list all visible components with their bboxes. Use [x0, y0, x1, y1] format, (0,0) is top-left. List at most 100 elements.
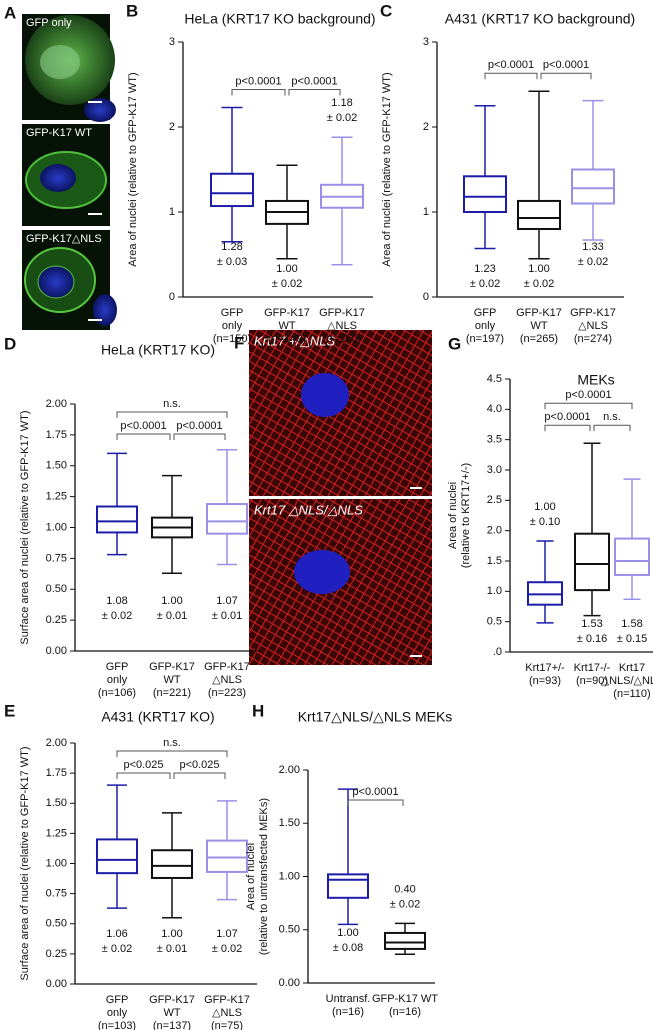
x-tick-label: Krt17+/- — [525, 662, 565, 674]
x-tick-label: △NLS — [212, 674, 242, 686]
chart-title: A431 (KRT17 KO background) — [445, 11, 635, 27]
y-axis-label: Area of nuclei (relative to GFP-K17 WT) — [127, 72, 139, 266]
significance-label: p<0.0001 — [543, 59, 589, 71]
mean-label: 0.40 — [394, 883, 415, 895]
significance-bracket — [116, 411, 228, 418]
y-axis-label: (relative to untransfected MEKs) — [258, 798, 270, 955]
mean-label: 1.07 — [216, 595, 237, 607]
y-axis-label: Area of nuclei — [447, 482, 459, 549]
mean-label: 1.00 — [337, 927, 358, 939]
box — [96, 505, 138, 534]
significance-label: p<0.0001 — [120, 420, 166, 432]
y-tick-label: 1.00 — [46, 857, 67, 869]
y-tick-label: 1.50 — [279, 817, 300, 829]
n-label: (n=16) — [332, 1006, 364, 1018]
x-tick-label: WT — [163, 674, 180, 686]
x-tick-label: GFP-K17 — [570, 307, 616, 319]
n-label: (n=110) — [613, 688, 650, 700]
y-tick-label: 0.75 — [46, 552, 67, 564]
y-tick-label: 0.5 — [487, 616, 502, 628]
image-label: Krt17 △NLS/△NLS — [254, 502, 363, 517]
x-tick-label: WT — [163, 1007, 180, 1019]
y-tick-label: 2.00 — [279, 764, 300, 776]
y-tick-label: 3.5 — [487, 434, 502, 446]
n-label: (n=223) — [208, 687, 246, 699]
panel-letter: G — [448, 334, 461, 353]
x-tick-label: △NLS/△NLS — [601, 675, 653, 687]
mean-label: 1.06 — [106, 928, 127, 940]
y-tick-label: 2.5 — [487, 494, 502, 506]
box — [96, 838, 138, 875]
y-tick-label: 0.50 — [46, 583, 67, 595]
box — [206, 839, 248, 873]
significance-label: p<0.0001 — [352, 786, 398, 798]
n-label: (n=197) — [466, 333, 504, 345]
box — [571, 168, 615, 205]
n-label: (n=106) — [98, 687, 136, 699]
x-tick-label: only — [222, 320, 243, 332]
y-axis-label: Area of nuclei (relative to GFP-K17 WT) — [381, 72, 393, 266]
significance-label: p<0.025 — [179, 759, 219, 771]
x-tick-label: GFP — [106, 661, 129, 673]
y-tick-label: 1.75 — [46, 767, 67, 779]
box — [463, 175, 507, 214]
significance-label: n.s. — [163, 737, 181, 749]
significance-bracket — [288, 88, 341, 96]
y-tick-label: 3.0 — [487, 464, 502, 476]
box — [574, 532, 610, 592]
mean-label: 1.33 — [582, 241, 603, 253]
sem-label: ± 0.02 — [470, 278, 501, 290]
y-tick-label: 2.00 — [46, 737, 67, 749]
y-tick-label: 3 — [169, 36, 175, 48]
y-axis-label: Area of nuclei — [245, 843, 257, 910]
x-tick-label: WT — [278, 320, 295, 332]
y-tick-label: 1 — [423, 206, 429, 218]
panel-letter: A — [4, 3, 16, 22]
y-tick-label: 1.5 — [487, 555, 502, 567]
x-tick-label: Krt17-/- — [574, 662, 611, 674]
n-label: (n=150) — [323, 333, 361, 345]
x-tick-label: GFP — [106, 994, 129, 1006]
y-tick-label: 3 — [423, 36, 429, 48]
significance-bracket — [231, 88, 286, 96]
x-tick-label: WT — [530, 320, 547, 332]
y-tick-label: 1.00 — [279, 870, 300, 882]
chart-title: HeLa (KRT17 KO) — [101, 342, 215, 358]
box — [210, 172, 254, 208]
mean-label: 1.00 — [534, 501, 555, 513]
significance-label: p<0.0001 — [291, 75, 337, 87]
n-label: (n=90) — [576, 675, 608, 687]
x-tick-label: △NLS — [327, 320, 357, 332]
mean-label: 1.53 — [581, 618, 602, 630]
y-tick-label: 4.0 — [487, 403, 502, 415]
chart-title: MEKs — [577, 372, 614, 388]
y-tick-label: 1.25 — [46, 827, 67, 839]
x-tick-label: △NLS — [578, 320, 608, 332]
sem-label: ± 0.01 — [212, 610, 243, 622]
y-tick-label: 0.25 — [46, 948, 67, 960]
significance-bracket — [544, 424, 591, 432]
x-tick-label: GFP-K17 — [149, 661, 195, 673]
n-label: (n=137) — [153, 1020, 191, 1030]
box — [517, 199, 561, 230]
significance-label: p<0.0001 — [565, 389, 611, 401]
chart-title: HeLa (KRT17 KO background) — [184, 11, 375, 27]
y-tick-label: 0 — [169, 291, 175, 303]
n-label: (n=265) — [520, 333, 558, 345]
significance-label: p<0.0001 — [235, 75, 281, 87]
significance-label: p<0.025 — [123, 759, 163, 771]
image-label: GFP-K17△NLS — [26, 233, 102, 245]
y-tick-label: 0.00 — [46, 645, 67, 657]
x-tick-label: GFP-K17 — [204, 994, 250, 1006]
sem-label: ± 0.01 — [157, 610, 188, 622]
y-tick-label: 0 — [423, 291, 429, 303]
mean-label: 1.08 — [106, 595, 127, 607]
panel-letter: F — [234, 333, 244, 352]
y-tick-label: 1.25 — [46, 491, 67, 503]
y-tick-label: 2.0 — [487, 525, 502, 537]
sem-label: ± 0.10 — [530, 516, 561, 528]
y-tick-label: 1.00 — [46, 521, 67, 533]
n-label: (n=16) — [389, 1006, 421, 1018]
n-label: (n=274) — [574, 333, 612, 345]
mean-label: 1.00 — [161, 928, 182, 940]
